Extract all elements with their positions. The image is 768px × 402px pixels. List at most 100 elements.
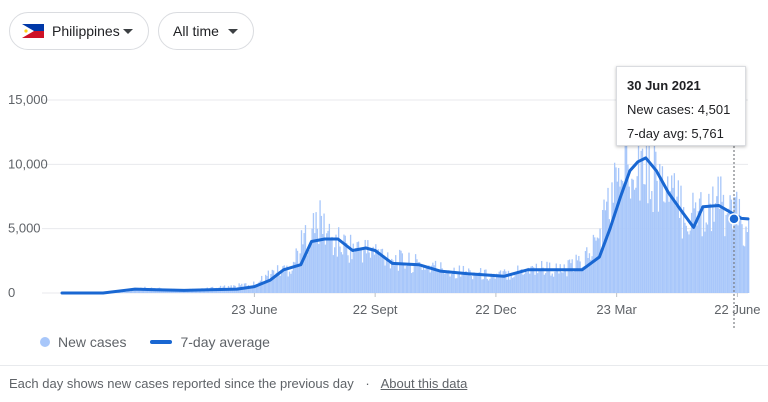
new-cases-bar <box>265 274 267 293</box>
new-cases-bar <box>389 268 392 293</box>
new-cases-bar <box>332 255 335 293</box>
new-cases-bar <box>412 272 414 293</box>
new-cases-bar <box>310 241 312 293</box>
new-cases-bar <box>361 262 364 293</box>
new-cases-bar <box>713 221 715 293</box>
new-cases-bar <box>303 233 305 293</box>
new-cases-bar <box>452 271 454 293</box>
about-data-link[interactable]: About this data <box>380 376 468 391</box>
new-cases-bar <box>633 189 636 293</box>
new-cases-bar <box>741 224 743 293</box>
new-cases-bar <box>255 285 258 293</box>
new-cases-bar <box>736 191 738 293</box>
new-cases-bar <box>465 271 467 293</box>
new-cases-bar <box>125 291 128 293</box>
country-label: Philippines <box>52 23 120 39</box>
new-cases-bar <box>461 274 463 293</box>
new-cases-bar <box>436 270 438 293</box>
new-cases-bar <box>608 219 611 293</box>
new-cases-bar <box>119 292 121 293</box>
new-cases-bar <box>424 269 426 293</box>
new-cases-bar <box>637 129 640 293</box>
new-cases-bar <box>385 259 388 293</box>
new-cases-bar <box>716 196 718 293</box>
new-cases-bar <box>740 215 742 293</box>
new-cases-bar <box>360 249 362 293</box>
new-cases-bar <box>698 198 701 293</box>
new-cases-bar <box>675 205 677 293</box>
new-cases-bar <box>456 278 458 293</box>
new-cases-bar <box>349 234 352 293</box>
new-cases-bar <box>247 285 250 293</box>
new-cases-bar <box>280 271 283 293</box>
new-cases-bar <box>274 278 276 293</box>
chart-tooltip: 30 Jun 2021 New cases: 4,501 7-day avg: … <box>616 66 746 146</box>
new-cases-bar <box>693 208 695 293</box>
new-cases-bar <box>667 176 669 293</box>
new-cases-bar <box>502 271 504 293</box>
new-cases-bar <box>409 265 411 293</box>
new-cases-bar <box>376 249 378 293</box>
new-cases-bar <box>714 203 717 293</box>
new-cases-bar <box>704 231 706 293</box>
x-tick-label: 23 Mar <box>596 302 637 317</box>
new-cases-bar <box>562 272 564 293</box>
new-cases-bar <box>624 114 626 293</box>
new-cases-bar <box>249 286 251 293</box>
new-cases-bar <box>702 208 705 293</box>
new-cases-bar <box>664 202 666 293</box>
new-cases-bar <box>445 271 447 293</box>
new-cases-bar <box>506 279 508 293</box>
new-cases-bar <box>486 278 488 293</box>
new-cases-bar <box>262 283 264 293</box>
divider <box>0 365 768 366</box>
new-cases-bar <box>588 253 591 293</box>
new-cases-bar <box>387 252 389 293</box>
cases-chart[interactable]: 0 5,000 10,000 15,000 23 June 22 Sept 22 Dec 23… <box>0 60 768 330</box>
new-cases-bar <box>652 212 654 293</box>
new-cases-bar <box>196 290 198 293</box>
new-cases-bar <box>404 268 406 293</box>
hover-point <box>728 213 740 225</box>
new-cases-bar <box>690 212 693 293</box>
new-cases-bar <box>636 176 638 293</box>
new-cases-bar <box>341 254 344 293</box>
avg-line <box>60 156 750 295</box>
new-cases-bar <box>700 192 702 293</box>
new-cases-bar <box>339 246 341 293</box>
new-cases-bar <box>665 190 668 293</box>
new-cases-bar <box>490 273 492 293</box>
new-cases-bar <box>294 262 296 293</box>
tooltip-date: 30 Jun 2021 <box>627 78 701 93</box>
new-cases-bar <box>320 215 323 293</box>
new-cases-bar <box>400 250 402 293</box>
new-cases-bar <box>669 191 672 293</box>
new-cases-bar <box>472 279 474 293</box>
new-cases-bar <box>383 255 385 293</box>
chevron-down-icon <box>123 29 133 34</box>
new-cases-bar <box>607 187 609 293</box>
new-cases-bar <box>566 276 568 293</box>
new-cases-bar <box>511 277 514 293</box>
new-cases-bar <box>572 271 575 293</box>
new-cases-bar <box>728 208 730 293</box>
new-cases-bar <box>428 265 430 293</box>
new-cases-bar <box>323 213 325 293</box>
new-cases-bar <box>519 269 522 293</box>
new-cases-bar <box>725 214 727 293</box>
new-cases-bar <box>319 200 321 293</box>
range-dropdown[interactable]: All time <box>158 12 254 50</box>
new-cases-bar <box>733 197 735 293</box>
new-cases-bar <box>737 225 739 293</box>
new-cases-bar <box>353 252 356 293</box>
new-cases-bar <box>217 289 219 293</box>
new-cases-bar <box>449 276 451 293</box>
new-cases-bar <box>430 265 433 293</box>
country-dropdown[interactable]: Philippines <box>9 12 149 50</box>
new-cases-bar <box>345 242 348 293</box>
new-cases-bar <box>148 289 150 293</box>
x-tick-label: 22 June <box>714 302 760 317</box>
legend-bar-swatch <box>40 337 50 347</box>
new-cases-bar <box>299 253 301 293</box>
new-cases-bar <box>336 256 338 293</box>
